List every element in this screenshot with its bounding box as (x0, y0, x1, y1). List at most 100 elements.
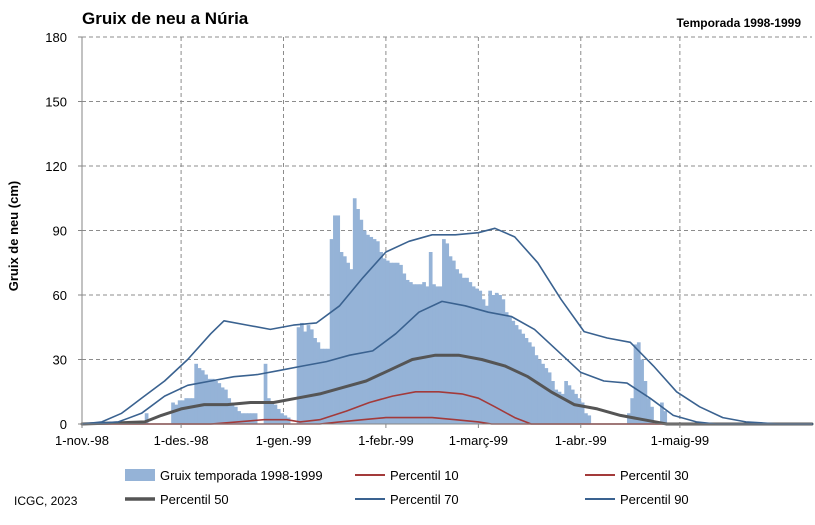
snow-depth-bar (366, 234, 370, 424)
snow-depth-bar (465, 277, 469, 424)
snow-depth-bar (392, 262, 397, 424)
snow-depth-bar (574, 393, 578, 424)
snow-depth-bar (524, 338, 529, 424)
snow-depth-bar (567, 385, 572, 424)
legend-item-percentil-90: Percentil 90 (585, 492, 689, 507)
legend-item-percentil-30: Percentil 30 (585, 468, 689, 483)
y-tick-label: 90 (53, 224, 67, 239)
y-tick-label: 150 (45, 95, 67, 110)
snow-depth-bar (508, 316, 512, 424)
legend-swatch (125, 469, 155, 481)
snow-depth-bar (580, 402, 585, 424)
snow-depth-bar (319, 348, 324, 424)
snow-depth-bar (511, 320, 516, 424)
snow-depth-bar (194, 363, 199, 424)
snow-depth-bar (633, 344, 638, 424)
snow-depth-bar (323, 348, 327, 424)
snow-depth-bar (352, 198, 357, 424)
snow-depth-bar (342, 256, 347, 424)
snow-depth-bar (247, 413, 251, 424)
snow-depth-bar (468, 282, 473, 424)
x-tick-label: 1-nov.-98 (55, 433, 109, 448)
snow-depth-bar (276, 408, 281, 424)
snow-depth-bar (266, 398, 271, 424)
x-tick-label: 1-gen.-99 (256, 433, 312, 448)
legend-item-percentil-50: Percentil 50 (125, 492, 229, 507)
snow-depth-bar (527, 342, 532, 424)
legend-label: Percentil 50 (160, 492, 229, 507)
snow-depth-bar (471, 286, 476, 424)
snow-depth-bar (554, 389, 559, 424)
legend-label: Percentil 90 (620, 492, 689, 507)
snow-depth-bar (385, 260, 390, 424)
snow-depth-bar (313, 338, 317, 424)
snow-depth-bar (253, 413, 258, 424)
y-tick-label: 30 (53, 353, 67, 368)
snow-depth-bar (177, 400, 182, 424)
line-percentil-90 (81, 227, 813, 425)
line-percentil-70 (81, 300, 813, 425)
snow-depth-bar (461, 277, 466, 424)
snow-depth-bars (144, 198, 668, 424)
snow-depth-bar (263, 363, 268, 424)
snow-depth-bar (475, 288, 479, 424)
snow-depth-bar (643, 381, 648, 424)
snow-depth-bar (306, 325, 311, 424)
snow-depth-bar (197, 368, 202, 424)
snow-depth-bar (584, 413, 588, 424)
legend-item-gruix-temporada-1998-1999: Gruix temporada 1998-1999 (125, 468, 323, 483)
snow-depth-bar (577, 398, 582, 424)
snow-depth-bar (187, 398, 192, 424)
snow-depth-bar (372, 239, 377, 424)
snow-depth-bar (491, 295, 496, 424)
snow-depth-bar (640, 359, 644, 424)
snow-depth-bar (240, 413, 245, 424)
snow-depth-bar (333, 215, 337, 424)
snow-depth-bar (557, 391, 562, 424)
legend-label: Percentil 30 (620, 468, 689, 483)
snow-depth-bar (541, 363, 545, 424)
snow-depth-bar (531, 346, 535, 424)
line-percentil-30 (81, 390, 813, 425)
x-tick-label: 1-maig-99 (651, 433, 710, 448)
legend-label: Percentil 10 (390, 468, 459, 483)
snow-depth-bar (369, 236, 374, 424)
snow-depth-bar (329, 239, 334, 424)
snow-depth-bar (412, 284, 417, 424)
line-percentil-50 (80, 353, 814, 426)
snow-depth-bar (144, 413, 149, 424)
x-tick-label: 1-febr.-99 (358, 433, 414, 448)
snow-depth-bar (451, 260, 456, 424)
snow-depth-bar (551, 381, 555, 424)
snow-depth-bar (636, 342, 641, 424)
snow-depth-bar (184, 398, 189, 424)
snow-depth-bar (422, 282, 426, 424)
snow-depth-bar (230, 402, 235, 424)
snow-depth-bar (174, 404, 179, 424)
snow-depth-bar (181, 400, 185, 424)
axes (78, 36, 812, 428)
x-tick-label: 1-març-99 (449, 433, 508, 448)
snow-depth-bar (200, 370, 205, 424)
snow-depth-bar (224, 389, 228, 424)
snow-depth-bar (339, 252, 344, 424)
snow-depth-bar (336, 215, 341, 424)
legend-label: Gruix temporada 1998-1999 (160, 468, 323, 483)
y-axis-label: Gruix de neu (cm) (6, 181, 21, 292)
x-tick-label: 1-des.-98 (154, 433, 209, 448)
snow-depth-bar (379, 252, 383, 424)
snow-depth-bar (663, 411, 668, 424)
snow-depth-bar (458, 273, 463, 424)
snow-depth-bar (650, 406, 654, 424)
snow-depth-bar (560, 393, 565, 424)
legend-item-percentil-10: Percentil 10 (355, 468, 459, 483)
snow-depth-bar (399, 264, 403, 424)
snow-depth-bar (395, 262, 400, 424)
snow-depth-bar (349, 269, 354, 424)
snow-depth-bar (518, 329, 522, 424)
snow-depth-bar (660, 402, 664, 424)
snow-depth-bar (296, 327, 301, 424)
snow-depth-bar (514, 325, 519, 424)
snow-depth-bar (326, 348, 331, 424)
snow-depth-bar (389, 262, 393, 424)
